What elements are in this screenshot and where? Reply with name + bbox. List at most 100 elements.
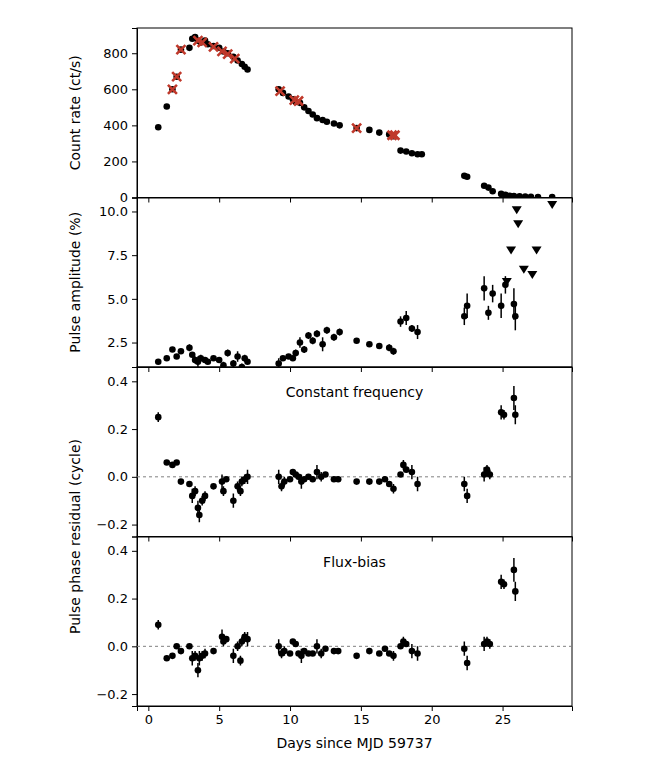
y-tick: 600	[103, 82, 137, 97]
point	[485, 310, 492, 317]
x-tick	[503, 198, 504, 203]
cross-marker	[168, 85, 177, 94]
x-tick	[432, 198, 433, 203]
point	[202, 493, 209, 500]
point	[487, 641, 494, 648]
point	[489, 188, 496, 195]
point	[155, 358, 162, 365]
plot-frame	[137, 198, 572, 368]
y-tick-mark	[132, 53, 137, 54]
point	[178, 648, 185, 655]
point	[376, 129, 383, 136]
x-tick-mark	[219, 706, 220, 711]
point	[186, 481, 193, 488]
x-tick: 10	[282, 706, 299, 727]
reference-line	[137, 646, 572, 647]
y-tick-label: 7.5	[107, 248, 128, 263]
point	[314, 115, 321, 122]
y-tick: 400	[103, 118, 137, 133]
point	[230, 497, 237, 504]
series	[155, 386, 519, 522]
x-tick-label: 20	[424, 712, 441, 727]
point	[331, 120, 338, 127]
y-tick-mark	[132, 89, 137, 90]
point	[223, 636, 230, 643]
point	[287, 476, 294, 483]
x-axis: 0510152025	[138, 706, 573, 727]
y-tick: −0.2	[96, 687, 137, 702]
point	[403, 466, 410, 473]
y-tick-label: 0.0	[107, 639, 128, 654]
x-tick: 0	[145, 706, 153, 727]
plot-frame	[137, 28, 572, 198]
point	[403, 315, 410, 322]
y-tick-label: 400	[103, 118, 128, 133]
point	[192, 488, 199, 495]
y-tick: 7.5	[107, 248, 137, 263]
point	[155, 622, 162, 629]
point	[376, 478, 383, 485]
point	[234, 353, 241, 360]
point	[244, 636, 251, 643]
y-tick-mark	[132, 599, 137, 600]
plot-frame	[137, 367, 572, 537]
x-tick-mark	[219, 198, 220, 203]
x-tick	[219, 367, 220, 372]
plot-area	[155, 34, 556, 198]
y-tick: 0.0	[107, 639, 137, 654]
point	[275, 360, 282, 367]
x-tick-mark	[432, 367, 433, 372]
x-axis-title: Days since MJD 59737	[276, 735, 432, 751]
upper-limit-marker	[527, 271, 537, 279]
point	[314, 643, 321, 650]
cross-marker	[198, 38, 207, 47]
point	[331, 334, 338, 341]
series	[155, 276, 519, 367]
point	[155, 124, 162, 131]
point	[309, 337, 316, 344]
cross-marker	[176, 45, 185, 54]
point	[366, 648, 373, 655]
series	[155, 34, 556, 198]
point	[390, 485, 397, 492]
point	[223, 476, 230, 483]
point	[322, 645, 329, 652]
y-tick-label: 200	[103, 154, 128, 169]
point	[353, 478, 360, 485]
point	[169, 653, 176, 660]
y-tick-mark	[132, 161, 137, 162]
point	[324, 327, 331, 334]
x-axis	[138, 367, 573, 372]
point	[275, 474, 282, 481]
y-tick-label: 0.0	[107, 469, 128, 484]
x-tick	[290, 198, 291, 203]
point	[173, 353, 180, 360]
point	[409, 150, 416, 157]
panel: −0.20.00.20.40510152025Flux-biasPulse ph…	[67, 439, 573, 751]
point	[163, 459, 170, 466]
point	[512, 411, 519, 418]
y-tick-label: 10.0	[99, 204, 128, 219]
point	[280, 355, 287, 362]
point	[461, 645, 468, 652]
point	[409, 648, 416, 655]
y-tick-label: 0	[120, 190, 128, 205]
x-axis	[138, 198, 573, 203]
x-tick	[148, 537, 149, 542]
point	[287, 650, 294, 657]
point	[220, 488, 227, 495]
y-axis-title: Count rate (ct/s)	[67, 55, 83, 170]
point	[366, 478, 373, 485]
y-tick-label: −0.2	[96, 517, 128, 532]
upper-limit-marker	[513, 220, 523, 228]
x-tick-label: 10	[282, 712, 299, 727]
point	[281, 648, 288, 655]
point	[366, 341, 373, 348]
point	[336, 122, 343, 129]
point	[230, 360, 237, 367]
point	[186, 45, 193, 52]
y-tick: 0.4	[107, 374, 137, 389]
point	[216, 357, 223, 364]
point	[501, 411, 508, 418]
point	[528, 193, 535, 197]
